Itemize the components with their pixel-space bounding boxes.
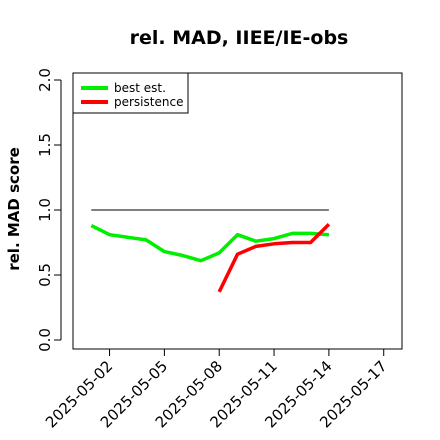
y-tick-label: 1.5 <box>36 133 54 157</box>
x-axis: 2025-05-022025-05-052025-05-082025-05-11… <box>42 348 391 431</box>
series-persistence <box>217 223 331 293</box>
y-axis-label: rel. MAD score <box>5 147 23 271</box>
series-best-est- <box>90 224 330 263</box>
series-line <box>90 224 330 263</box>
y-tick-label: 0.0 <box>36 328 54 352</box>
legend-label: persistence <box>114 95 183 109</box>
y-tick-label: 1.0 <box>36 198 54 222</box>
y-tick-label: 0.5 <box>36 263 54 287</box>
y-tick-label: 2.0 <box>36 68 54 92</box>
plot-frame <box>72 72 403 350</box>
series-layer <box>90 223 331 293</box>
legend: best est.persistence <box>72 72 189 114</box>
legend-label: best est. <box>114 81 166 95</box>
legend-box <box>72 72 189 114</box>
y-axis: 0.0 0.5 1.0 1.5 2.0 <box>36 68 62 352</box>
chart-title: rel. MAD, IIEE/IE-obs <box>130 27 349 49</box>
